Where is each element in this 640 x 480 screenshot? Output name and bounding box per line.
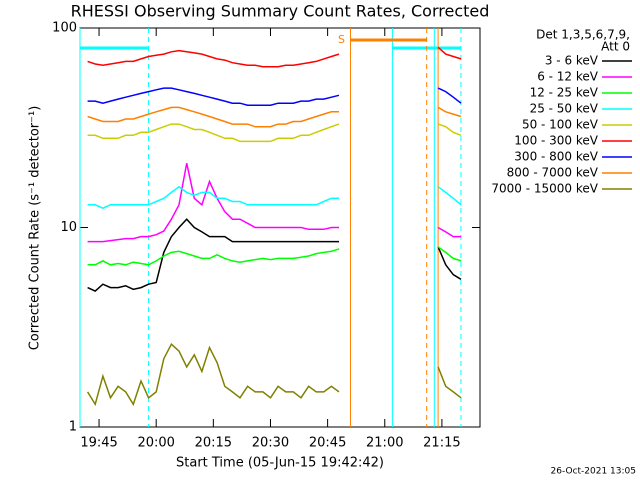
y-tick-label: 100: [52, 21, 77, 36]
legend-label: 12 - 25 keV: [530, 86, 599, 100]
series-line: [87, 218, 462, 292]
x-tick-label: 20:00: [137, 436, 174, 451]
flag-label: S: [338, 33, 345, 46]
chart-title: RHESSI Observing Summary Count Rates, Co…: [71, 2, 490, 21]
series-line: [87, 246, 462, 266]
series-line: [87, 87, 462, 106]
x-tick-label: 19:45: [80, 436, 117, 451]
x-tick-label: 20:30: [252, 436, 289, 451]
y-axis-label: Corrected Count Rate (s⁻¹ detector⁻¹): [28, 106, 43, 351]
legend-label: 6 - 12 keV: [537, 70, 599, 84]
x-tick-label: 20:45: [309, 436, 346, 451]
x-tick-label: 21:00: [366, 436, 403, 451]
series-line: [86, 342, 462, 407]
legend-label: 25 - 50 keV: [530, 102, 599, 116]
legend-label: 300 - 800 keV: [514, 150, 598, 164]
series-line: [87, 123, 462, 143]
footer-timestamp: 26-Oct-2021 13:05: [551, 467, 636, 477]
series-line: [87, 185, 462, 210]
legend-header: Att 0: [601, 40, 630, 54]
legend-label: 3 - 6 keV: [545, 54, 599, 68]
legend-label: 100 - 300 keV: [514, 134, 598, 148]
x-axis-label: Start Time (05-Jun-15 19:42:42): [176, 456, 384, 471]
legend-label: 50 - 100 keV: [522, 118, 599, 132]
x-tick-label: 21:15: [423, 436, 460, 451]
y-tick-label: 1: [69, 420, 77, 435]
y-tick-label: 10: [60, 220, 77, 235]
series-line: [87, 163, 461, 243]
x-tick-label: 20:15: [195, 436, 232, 451]
legend-header: Det 1,3,5,6,7,9,: [536, 28, 630, 42]
legend-label: 800 - 7000 keV: [507, 166, 599, 180]
legend-label: 7000 - 15000 keV: [491, 182, 598, 196]
series-line: [87, 46, 462, 68]
series-line: [87, 106, 462, 128]
